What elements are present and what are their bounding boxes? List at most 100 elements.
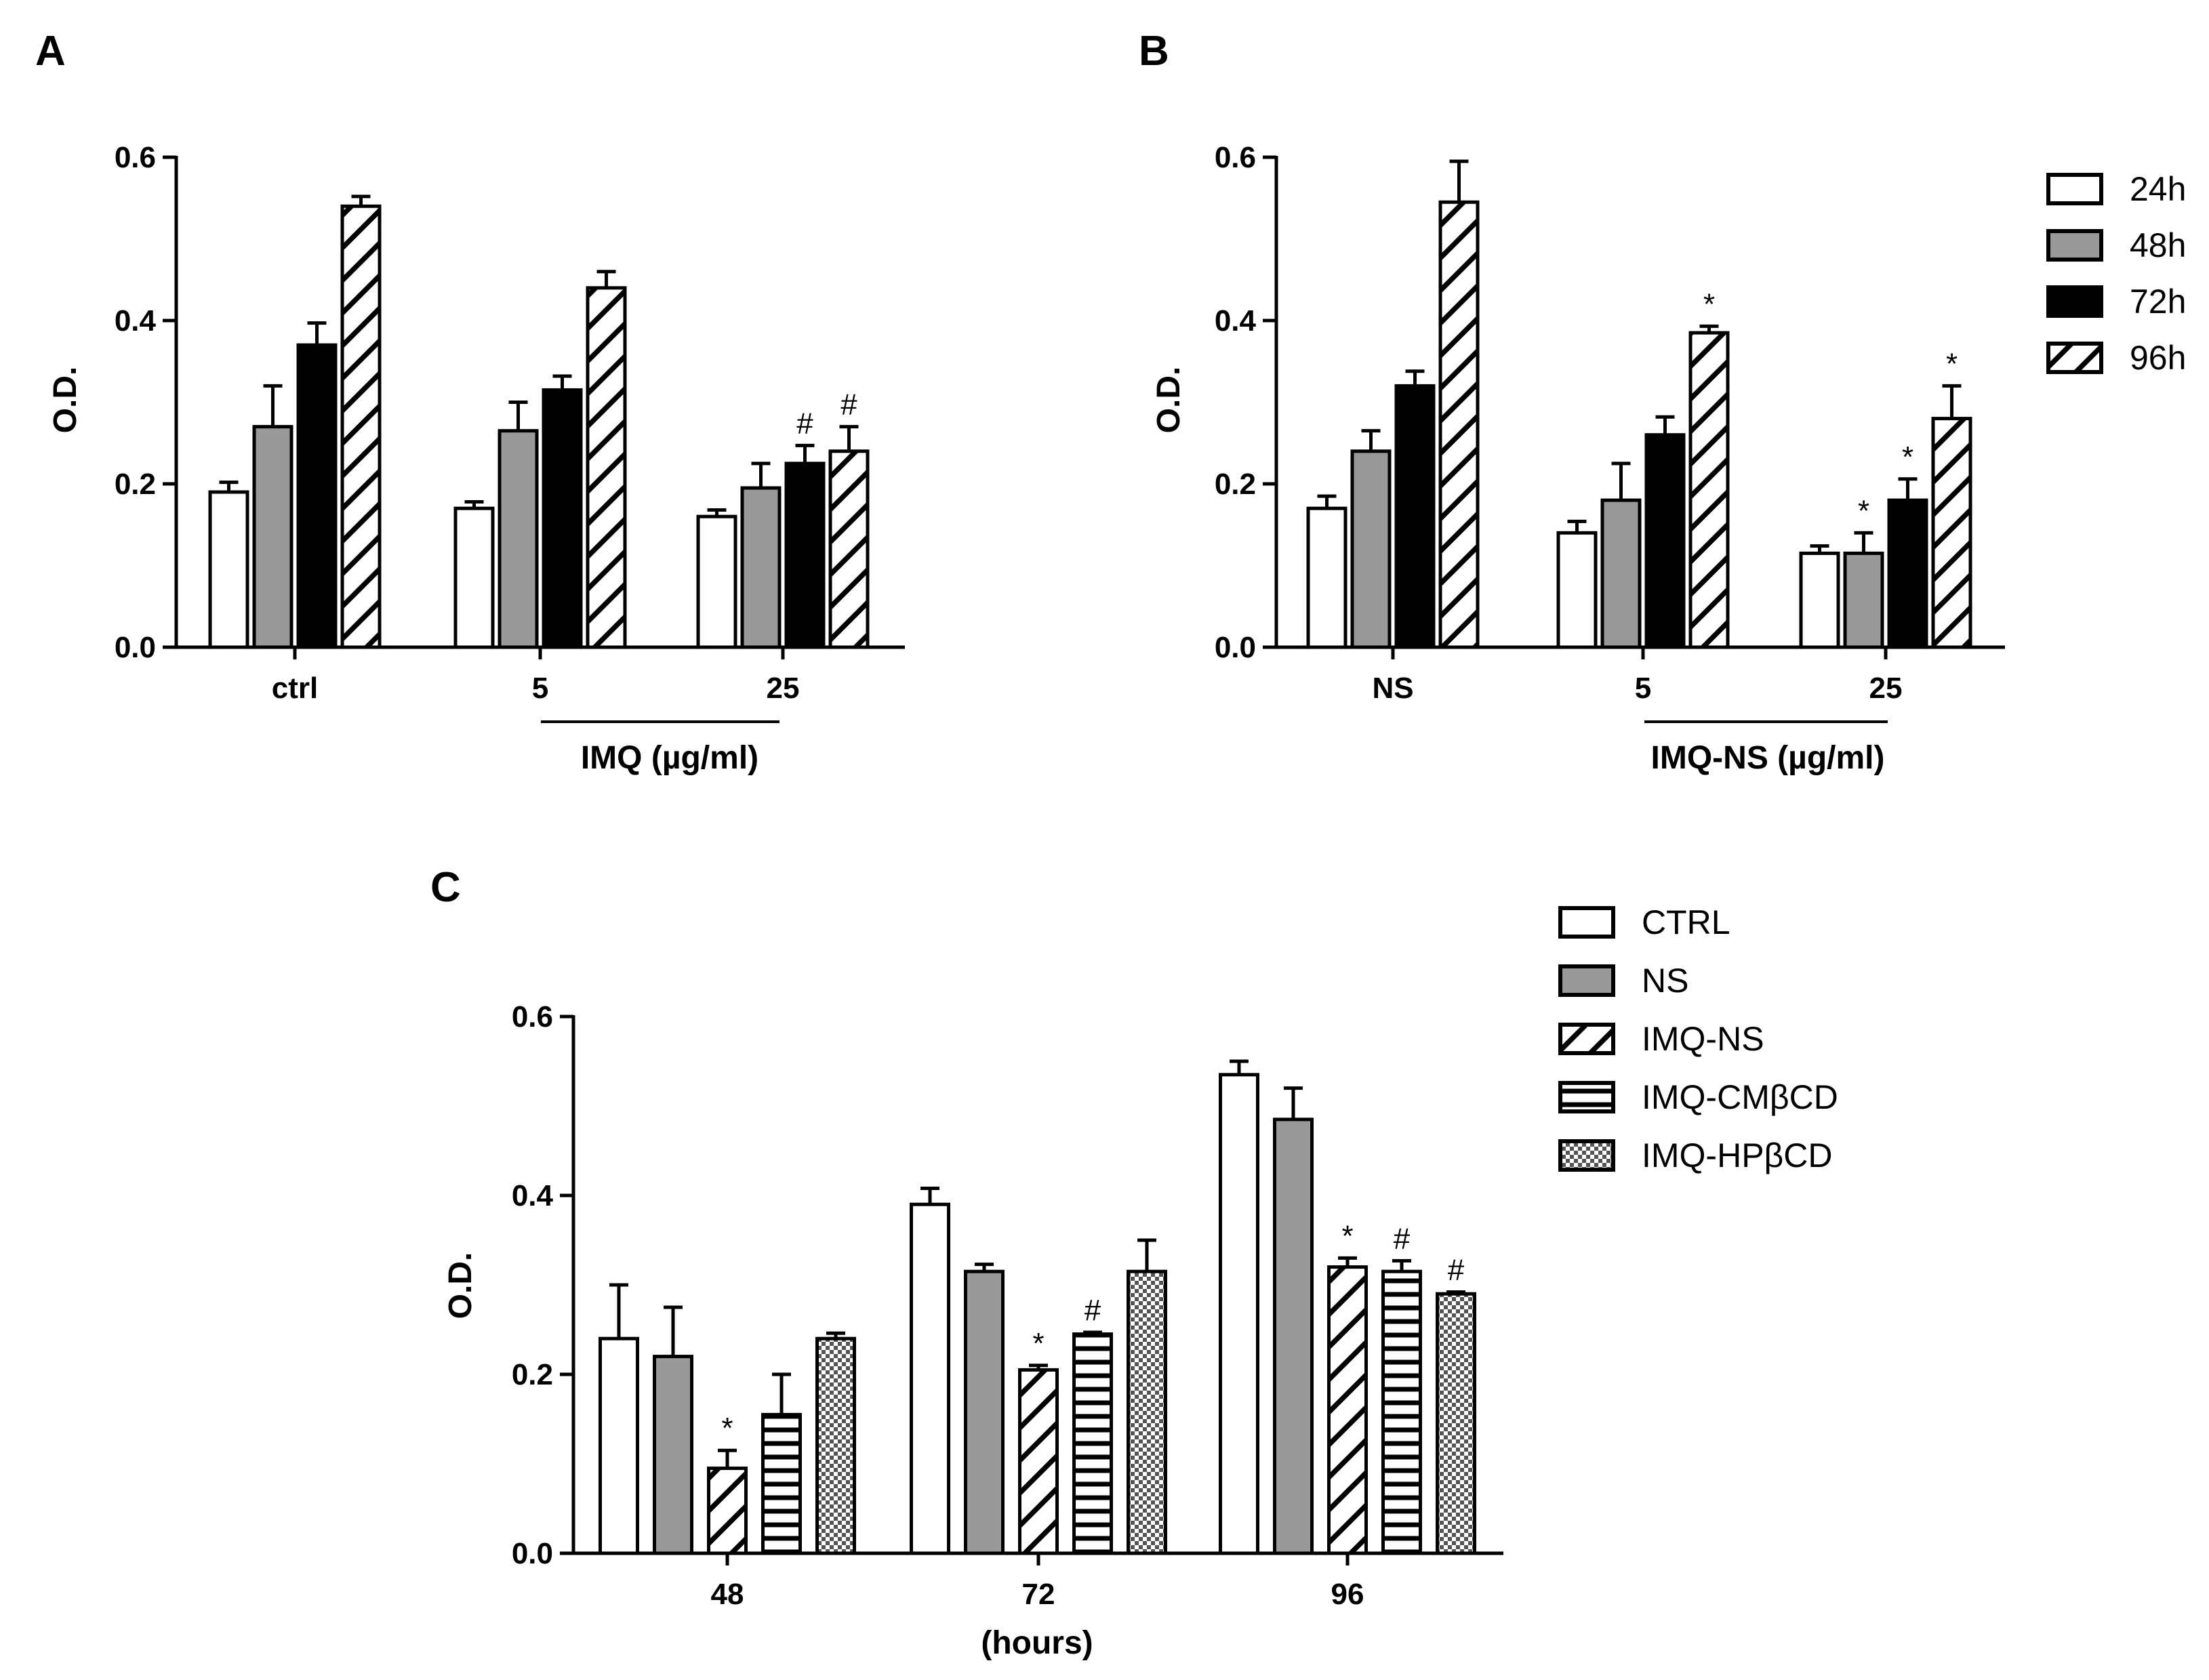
legend-swatch: [2046, 229, 2103, 262]
y-tick-label: 0.0: [1215, 631, 1256, 664]
x-tick-label: 5: [1635, 672, 1651, 705]
significance-mark: #: [1085, 1294, 1101, 1327]
y-axis-title: O.D.: [443, 1252, 479, 1319]
significance-mark: *: [1032, 1327, 1044, 1360]
significance-mark: *: [1946, 347, 1958, 380]
bar: [910, 1202, 950, 1555]
significance-mark: #: [796, 407, 813, 440]
y-tick-label: 0.4: [115, 304, 157, 337]
bar: [1072, 1332, 1113, 1555]
bar: [761, 1412, 802, 1555]
bar: [1438, 200, 1480, 649]
panel-c-chart: C 0.0 0.2 0.4 0.6 O.D. 48 * 72 * #96 * # # (hours): [430, 864, 1503, 1661]
significance-mark: *: [1703, 287, 1715, 321]
bar: [340, 204, 382, 649]
significance-mark: #: [840, 388, 857, 422]
x-tick-label: 25: [767, 672, 800, 705]
y-tick-label: 0.4: [1215, 304, 1257, 337]
bar: [1436, 1292, 1476, 1555]
bar: [1600, 498, 1642, 649]
legend-swatch: [2046, 285, 2103, 318]
bar: [1688, 331, 1730, 649]
bar: [707, 1467, 748, 1555]
legend-swatch: [2046, 173, 2103, 205]
bar: [740, 486, 782, 649]
significance-mark: #: [1394, 1222, 1411, 1255]
significance-mark: *: [721, 1412, 733, 1445]
legend-label: IMQ-NS: [1642, 1020, 1764, 1058]
y-tick-label: 0.0: [115, 631, 156, 664]
x-tick-label: 72: [1022, 1578, 1055, 1611]
y-tick-label: 0.4: [512, 1179, 554, 1212]
bar: [1350, 449, 1392, 649]
significance-mark: #: [1448, 1254, 1465, 1287]
legend-label: IMQ-HPβCD: [1642, 1136, 1833, 1174]
bar: [696, 514, 737, 649]
legend-swatch: [2046, 342, 2103, 374]
bar: [1556, 531, 1598, 649]
bar: [599, 1336, 639, 1555]
panel-a-chart: A 0.0 0.2 0.4 0.6 O.D. ctrl 5 25 # # IMQ (µg/ml): [35, 28, 905, 776]
y-tick-label: 0.2: [115, 468, 156, 501]
bar: [653, 1355, 693, 1555]
bar: [1219, 1073, 1259, 1555]
bar: [498, 429, 539, 649]
y-tick-label: 0.6: [1215, 141, 1256, 174]
legend-time: 24h 48h 72h 96h: [2046, 170, 2186, 377]
bar: [453, 506, 495, 649]
significance-mark: *: [1341, 1219, 1353, 1252]
legend-label: 72h: [2130, 283, 2186, 321]
group-label: IMQ (µg/ml): [581, 740, 758, 776]
bar: [296, 343, 338, 649]
bar: [1327, 1265, 1368, 1555]
bar: [208, 490, 249, 649]
bar: [784, 462, 826, 649]
bar: [828, 449, 870, 649]
x-tick-label: NS: [1372, 672, 1413, 705]
legend-formulation: CTRL NS IMQ-NS IMQ-CMβCD IMQ-HPβCD: [1558, 903, 1838, 1174]
group-label: IMQ-NS (µg/ml): [1651, 740, 1885, 776]
bar: [1931, 417, 1972, 649]
legend-swatch: [1558, 964, 1615, 997]
x-tick-label: ctrl: [272, 672, 318, 705]
x-tick-label: 25: [1869, 672, 1903, 705]
bar: [1799, 551, 1840, 649]
x-tick-label: 96: [1331, 1578, 1364, 1611]
bar: [1127, 1269, 1167, 1555]
bar: [964, 1269, 1005, 1555]
x-tick-label: 48: [711, 1578, 744, 1611]
y-tick-label: 0.2: [512, 1358, 553, 1391]
y-axis-title: O.D.: [1151, 367, 1187, 434]
legend-label: CTRL: [1642, 903, 1730, 941]
significance-mark: *: [1902, 441, 1913, 474]
bar: [586, 286, 627, 649]
legend-swatch: [1558, 1139, 1615, 1172]
bar: [1394, 384, 1436, 649]
bar: [542, 388, 583, 649]
legend-swatch: [1558, 1023, 1615, 1055]
y-tick-label: 0.2: [1215, 468, 1256, 501]
y-tick-label: 0.6: [115, 141, 156, 174]
y-axis-title: O.D.: [47, 367, 83, 434]
legend-label: 48h: [2130, 226, 2186, 264]
legend-label: IMQ-CMβCD: [1642, 1078, 1838, 1116]
y-tick-label: 0.0: [512, 1537, 553, 1570]
x-tick-label: 5: [532, 672, 548, 705]
bar: [1887, 498, 1928, 649]
bar: [1644, 433, 1686, 649]
legend-label: 96h: [2130, 339, 2186, 377]
panel-b-chart: B 0.0 0.2 0.4 0.6 O.D. NS 5 * 25 * * * IMQ-NS (µg/ml): [1139, 28, 2005, 776]
legend-label: 24h: [2130, 170, 2186, 208]
y-tick-label: 0.6: [512, 1000, 553, 1033]
bar: [252, 425, 293, 649]
bar: [1273, 1118, 1314, 1555]
legend-label: NS: [1642, 962, 1688, 1000]
panel-label: A: [35, 28, 66, 75]
x-axis-title: (hours): [981, 1625, 1093, 1661]
bar: [1843, 551, 1884, 649]
bar: [815, 1336, 856, 1555]
bar: [1018, 1368, 1059, 1555]
panel-label: B: [1139, 28, 1169, 75]
bar: [1306, 506, 1347, 649]
